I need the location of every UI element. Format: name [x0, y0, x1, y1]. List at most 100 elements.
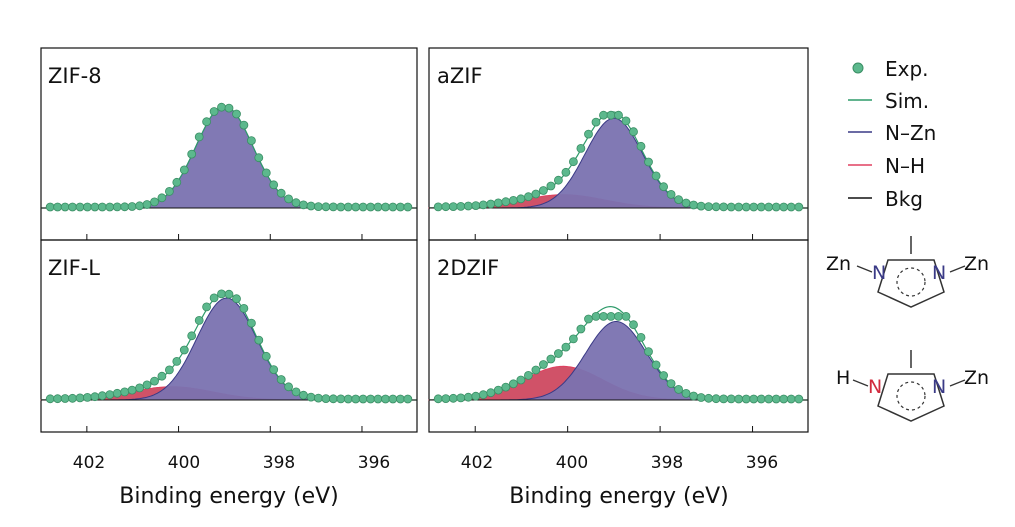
- exp-point-azif-22: [599, 110, 608, 120]
- exp-point-azif-42: [749, 202, 759, 212]
- tick-label-right-402: 402: [461, 453, 493, 473]
- exp-point-zif8-30: [269, 180, 279, 190]
- exp-point-azif-2: [448, 202, 458, 212]
- panel-label-zifl: ZIF-L: [48, 256, 100, 280]
- zn-n-bond-left-1: [856, 265, 873, 273]
- exp-point-2dzif-40: [734, 394, 744, 404]
- exp-point-2dzif-26: [629, 320, 638, 330]
- exp-point-zif8-15: [157, 193, 167, 203]
- exp-point-zif8-22: [209, 107, 219, 116]
- panel-frame-zifl: [40, 239, 418, 433]
- exp-point-azif-43: [756, 202, 766, 212]
- exp-point-2dzif-22: [599, 311, 608, 321]
- exp-point-azif-3: [456, 201, 466, 211]
- tick-label-right-396: 396: [746, 453, 778, 473]
- exp-point-2dzif-13: [531, 365, 541, 375]
- structure-zn-zn: Zn N N Zn: [826, 236, 989, 308]
- exp-point-zifl-22: [209, 293, 219, 303]
- tick-label-left-402: 402: [73, 453, 105, 473]
- exp-point-2dzif-19: [576, 324, 586, 334]
- exp-point-2dzif-0: [433, 394, 443, 404]
- struct1-n2-atom: N: [932, 262, 946, 284]
- exp-point-azif-12: [524, 192, 533, 202]
- ring-dashed-circle-1: [896, 267, 926, 297]
- exp-point-zif8-25: [232, 109, 241, 119]
- exp-point-2dzif-1: [441, 394, 451, 404]
- exp-point-zifl-33: [291, 387, 301, 397]
- exp-point-azif-23: [606, 110, 616, 120]
- exp-point-azif-36: [704, 202, 713, 212]
- exp-point-zif8-46: [388, 202, 398, 212]
- tick-label-left-398: 398: [263, 453, 295, 473]
- exp-point-zifl-28: [254, 335, 264, 345]
- legend-label-bkg: Bkg: [885, 187, 923, 211]
- exp-point-zif8-13: [142, 200, 152, 209]
- exp-point-2dzif-44: [764, 394, 774, 404]
- exp-point-zif8-41: [351, 202, 361, 212]
- exp-point-zif8-21: [202, 117, 212, 127]
- exp-point-azif-45: [771, 202, 781, 212]
- exp-point-azif-8: [493, 198, 503, 208]
- exp-point-zifl-18: [179, 345, 189, 355]
- legend-label-sim: Sim.: [885, 89, 929, 113]
- exp-point-zifl-2: [60, 394, 70, 403]
- exp-point-zif8-5: [83, 202, 92, 212]
- exp-point-zif8-8: [105, 202, 115, 212]
- panels-group: [40, 47, 809, 433]
- exp-point-2dzif-34: [689, 391, 698, 401]
- exp-point-zifl-38: [328, 394, 338, 404]
- exp-point-zifl-27: [246, 318, 256, 328]
- exp-point-zifl-8: [105, 390, 115, 400]
- exp-point-2dzif-48: [794, 394, 804, 404]
- exp-point-azif-34: [689, 200, 698, 210]
- exp-point-2dzif-4: [463, 392, 473, 402]
- exp-point-2dzif-20: [584, 314, 593, 324]
- exp-point-azif-38: [719, 202, 728, 212]
- exp-point-zifl-21: [202, 302, 212, 312]
- exp-point-zifl-11: [127, 385, 137, 395]
- exp-point-zif8-29: [261, 168, 271, 178]
- exp-point-2dzif-31: [666, 379, 676, 389]
- exp-point-2dzif-38: [719, 394, 728, 404]
- exp-point-azif-31: [666, 189, 676, 199]
- legend-label-nzn: N–Zn: [885, 121, 936, 145]
- tick-label-right-400: 400: [556, 453, 588, 473]
- struct1-left-atom: Zn: [826, 253, 851, 275]
- x-axis-title-left: Binding energy (eV): [119, 484, 339, 509]
- exp-point-azif-11: [516, 194, 526, 204]
- exp-point-zif8-6: [90, 202, 100, 212]
- exp-point-zif8-42: [358, 202, 368, 212]
- exp-point-2dzif-29: [651, 360, 661, 370]
- exp-point-zifl-13: [142, 380, 152, 390]
- exp-point-2dzif-24: [614, 311, 623, 321]
- x-axis-title-right: Binding energy (eV): [509, 484, 729, 509]
- exp-point-zifl-26: [239, 303, 249, 313]
- exp-point-zif8-48: [403, 202, 413, 212]
- exp-point-azif-1: [441, 202, 451, 212]
- exp-point-zifl-15: [157, 371, 167, 381]
- exp-point-zif8-34: [299, 200, 308, 210]
- zn-n-bond-right-2: [949, 379, 966, 387]
- exp-point-2dzif-3: [456, 393, 466, 403]
- exp-point-zifl-41: [351, 394, 361, 404]
- exp-point-2dzif-14: [539, 360, 548, 369]
- exp-point-zifl-32: [284, 382, 294, 392]
- exp-point-zifl-39: [336, 394, 346, 404]
- exp-point-zifl-45: [381, 394, 390, 404]
- exp-point-zif8-33: [291, 198, 301, 208]
- exp-point-zif8-37: [321, 202, 331, 212]
- legend-label-exp: Exp.: [885, 57, 929, 81]
- legend-label-nh: N–H: [885, 154, 925, 178]
- exp-point-zif8-27: [246, 136, 256, 146]
- exp-point-azif-10: [509, 195, 518, 205]
- exp-point-2dzif-8: [493, 385, 503, 395]
- zn-n-bond-right-1: [949, 265, 966, 273]
- exp-point-2dzif-2: [448, 393, 458, 403]
- exp-point-zif8-35: [306, 201, 316, 211]
- exp-point-azif-47: [786, 202, 796, 212]
- exp-point-zif8-18: [179, 165, 189, 175]
- exp-point-2dzif-7: [486, 388, 496, 398]
- exp-point-zifl-23: [217, 289, 226, 299]
- tick-label-left-396: 396: [358, 453, 390, 473]
- exp-point-2dzif-25: [621, 311, 631, 321]
